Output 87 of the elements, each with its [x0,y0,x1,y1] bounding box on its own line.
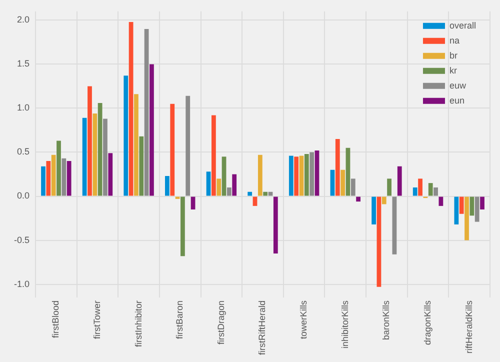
x-tick-label: inhibitorKills [340,300,350,349]
bar [382,196,386,204]
bar [387,178,392,196]
y-tick-label: 1.5 [16,58,30,69]
x-tick-label: dragonKills [422,300,433,346]
bar [103,118,108,196]
legend-label: euw [449,80,466,90]
bar [299,156,304,196]
bar [372,196,376,224]
bar [268,192,273,196]
x-tick-label: firstTower [92,300,102,340]
bar [226,187,232,196]
x-tick-label: towerKills [298,300,309,340]
x-tick-label: firstBaron [174,300,185,340]
bar [356,196,360,202]
x-tick-label: firstInhibitor [133,300,144,348]
bar [397,166,402,196]
bar [454,196,459,224]
y-tick-label: -0.5 [14,234,30,245]
bar [222,156,226,196]
bar [190,196,196,210]
bar [428,183,433,196]
x-tick-label: firstRiftHerald [257,300,268,356]
bar [128,22,134,196]
x-tick-label: firstBlood [50,300,61,338]
bar [263,192,268,196]
bar [434,187,438,196]
bar [98,102,102,196]
bar [273,196,278,254]
bar [474,196,480,222]
bar [56,140,61,196]
y-tick-label: 0.0 [16,190,30,201]
y-tick-label: 0.5 [16,146,30,157]
bar [66,161,72,196]
bar [216,178,222,196]
bar [459,196,464,214]
y-tick-label: -1.0 [14,278,30,289]
bar [310,152,314,196]
bar [412,187,418,196]
x-tick-label: riftHeraldKills [464,300,474,354]
bar [124,76,128,196]
legend-label: na [449,35,460,46]
x-tick-label: firstDragon [216,300,226,345]
bar [186,96,190,196]
bar [464,196,469,240]
bar [480,196,484,210]
bar [108,153,113,196]
bar [304,154,309,196]
bar [139,136,144,196]
bar [340,170,345,196]
bar [392,196,397,254]
bar [46,161,51,196]
bar [211,115,216,196]
bar [248,192,252,196]
bar [170,104,175,196]
bar [144,29,149,196]
bar [346,148,350,196]
bar [294,156,299,196]
bar [438,196,444,206]
legend-label: br [449,50,458,60]
bar [350,178,356,196]
bar [134,94,138,196]
bar [82,118,87,196]
legend-label: overall [449,20,476,30]
legend-label: kr [449,65,457,76]
bar [62,158,66,196]
bar [180,196,185,256]
bar [376,196,382,287]
bar [418,178,422,196]
bar [51,154,56,196]
legend-label: eun [449,95,465,106]
y-tick-label: 2.0 [16,14,30,25]
bar [206,172,211,196]
bar [258,154,262,196]
bar [150,64,154,196]
bar [41,166,46,196]
bar [288,156,294,196]
bar [330,170,335,196]
bar [314,150,320,196]
bar [165,176,170,196]
y-tick-label: 1.0 [16,102,30,113]
bar [88,86,92,196]
x-tick-label: baronKills [381,300,392,340]
bar [470,196,474,216]
bar [335,139,340,196]
bar [232,174,237,196]
bar [92,114,98,196]
